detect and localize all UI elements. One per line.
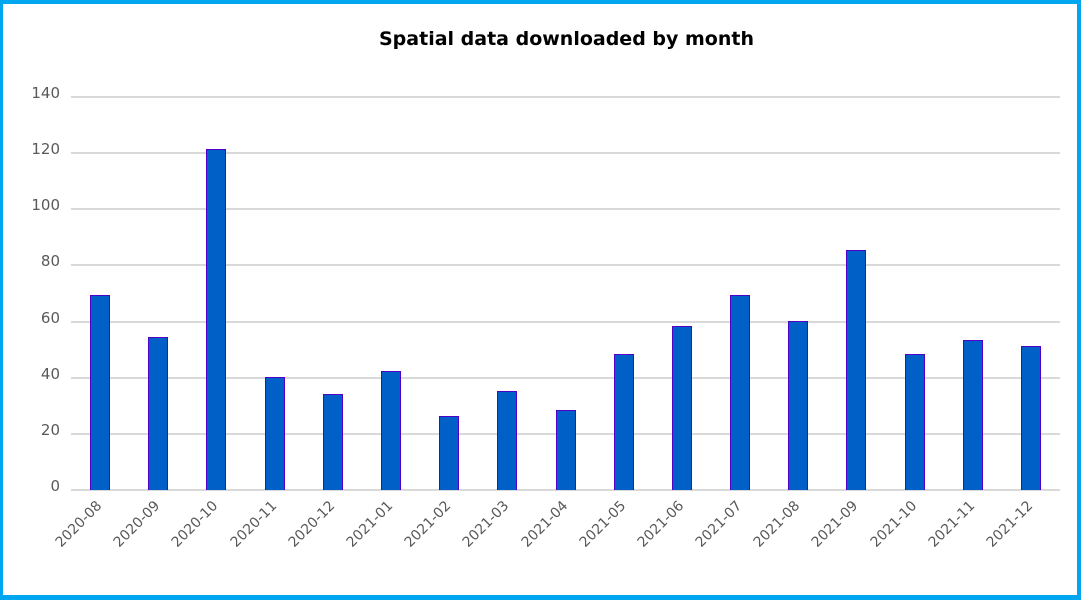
x-tick-label: 2021-03 [459,498,513,551]
y-tick-label: 60 [40,308,60,327]
bar-2020-08 [90,295,111,490]
x-tick-label: 2021-11 [925,498,979,551]
bar-2020-09 [148,337,169,490]
bar-2021-10 [904,354,925,490]
y-tick-label: 0 [50,477,60,495]
x-tick-label: 2021-07 [692,498,746,551]
bar-2021-09 [846,250,867,490]
bar-2021-11 [962,340,983,490]
bar-2021-12 [1020,345,1041,490]
bar-2020-11 [264,376,285,490]
bar-2021-03 [497,390,518,490]
x-tick-label: 2021-12 [983,498,1037,551]
bar-2020-10 [206,149,227,490]
x-tick-label: 2021-01 [343,498,397,551]
plot-area [71,96,1060,491]
bar-2021-02 [439,416,460,490]
x-tick-label: 2020-08 [52,498,106,551]
bar-2021-05 [613,354,634,490]
bar-2021-06 [671,326,692,490]
x-tick-label: 2021-08 [750,498,804,551]
x-tick-label: 2020-12 [285,498,339,551]
gridline [71,376,1060,379]
gridline [71,96,1060,98]
gridline [71,320,1060,323]
y-tick-label: 20 [40,420,60,439]
bar-2021-01 [380,371,401,490]
bar-2021-07 [730,295,751,490]
bar-2020-12 [322,393,343,490]
gridline [71,152,1060,155]
bar-2021-04 [555,410,576,490]
x-tick-label: 2020-11 [227,498,280,551]
x-tick-label: 2020-09 [110,498,164,551]
x-tick-label: 2021-10 [867,498,920,551]
gridline [71,264,1060,267]
y-tick-label: 100 [31,196,60,215]
x-tick-label: 2021-04 [518,498,571,551]
y-tick-label: 80 [40,252,60,271]
y-tick-label: 40 [40,364,60,383]
chart-title: Spatial data downloaded by month [379,28,754,50]
x-tick-label: 2021-06 [634,498,688,551]
y-tick-label: 140 [31,84,60,102]
x-tick-label: 2021-02 [401,498,455,551]
x-tick-label: 2020-10 [169,498,222,551]
x-tick-label: 2021-05 [576,498,629,551]
y-tick-label: 120 [31,140,60,159]
gridline [71,208,1060,211]
bar-2021-08 [788,320,809,490]
gridline [71,489,1060,491]
x-tick-label: 2021-09 [809,498,862,551]
